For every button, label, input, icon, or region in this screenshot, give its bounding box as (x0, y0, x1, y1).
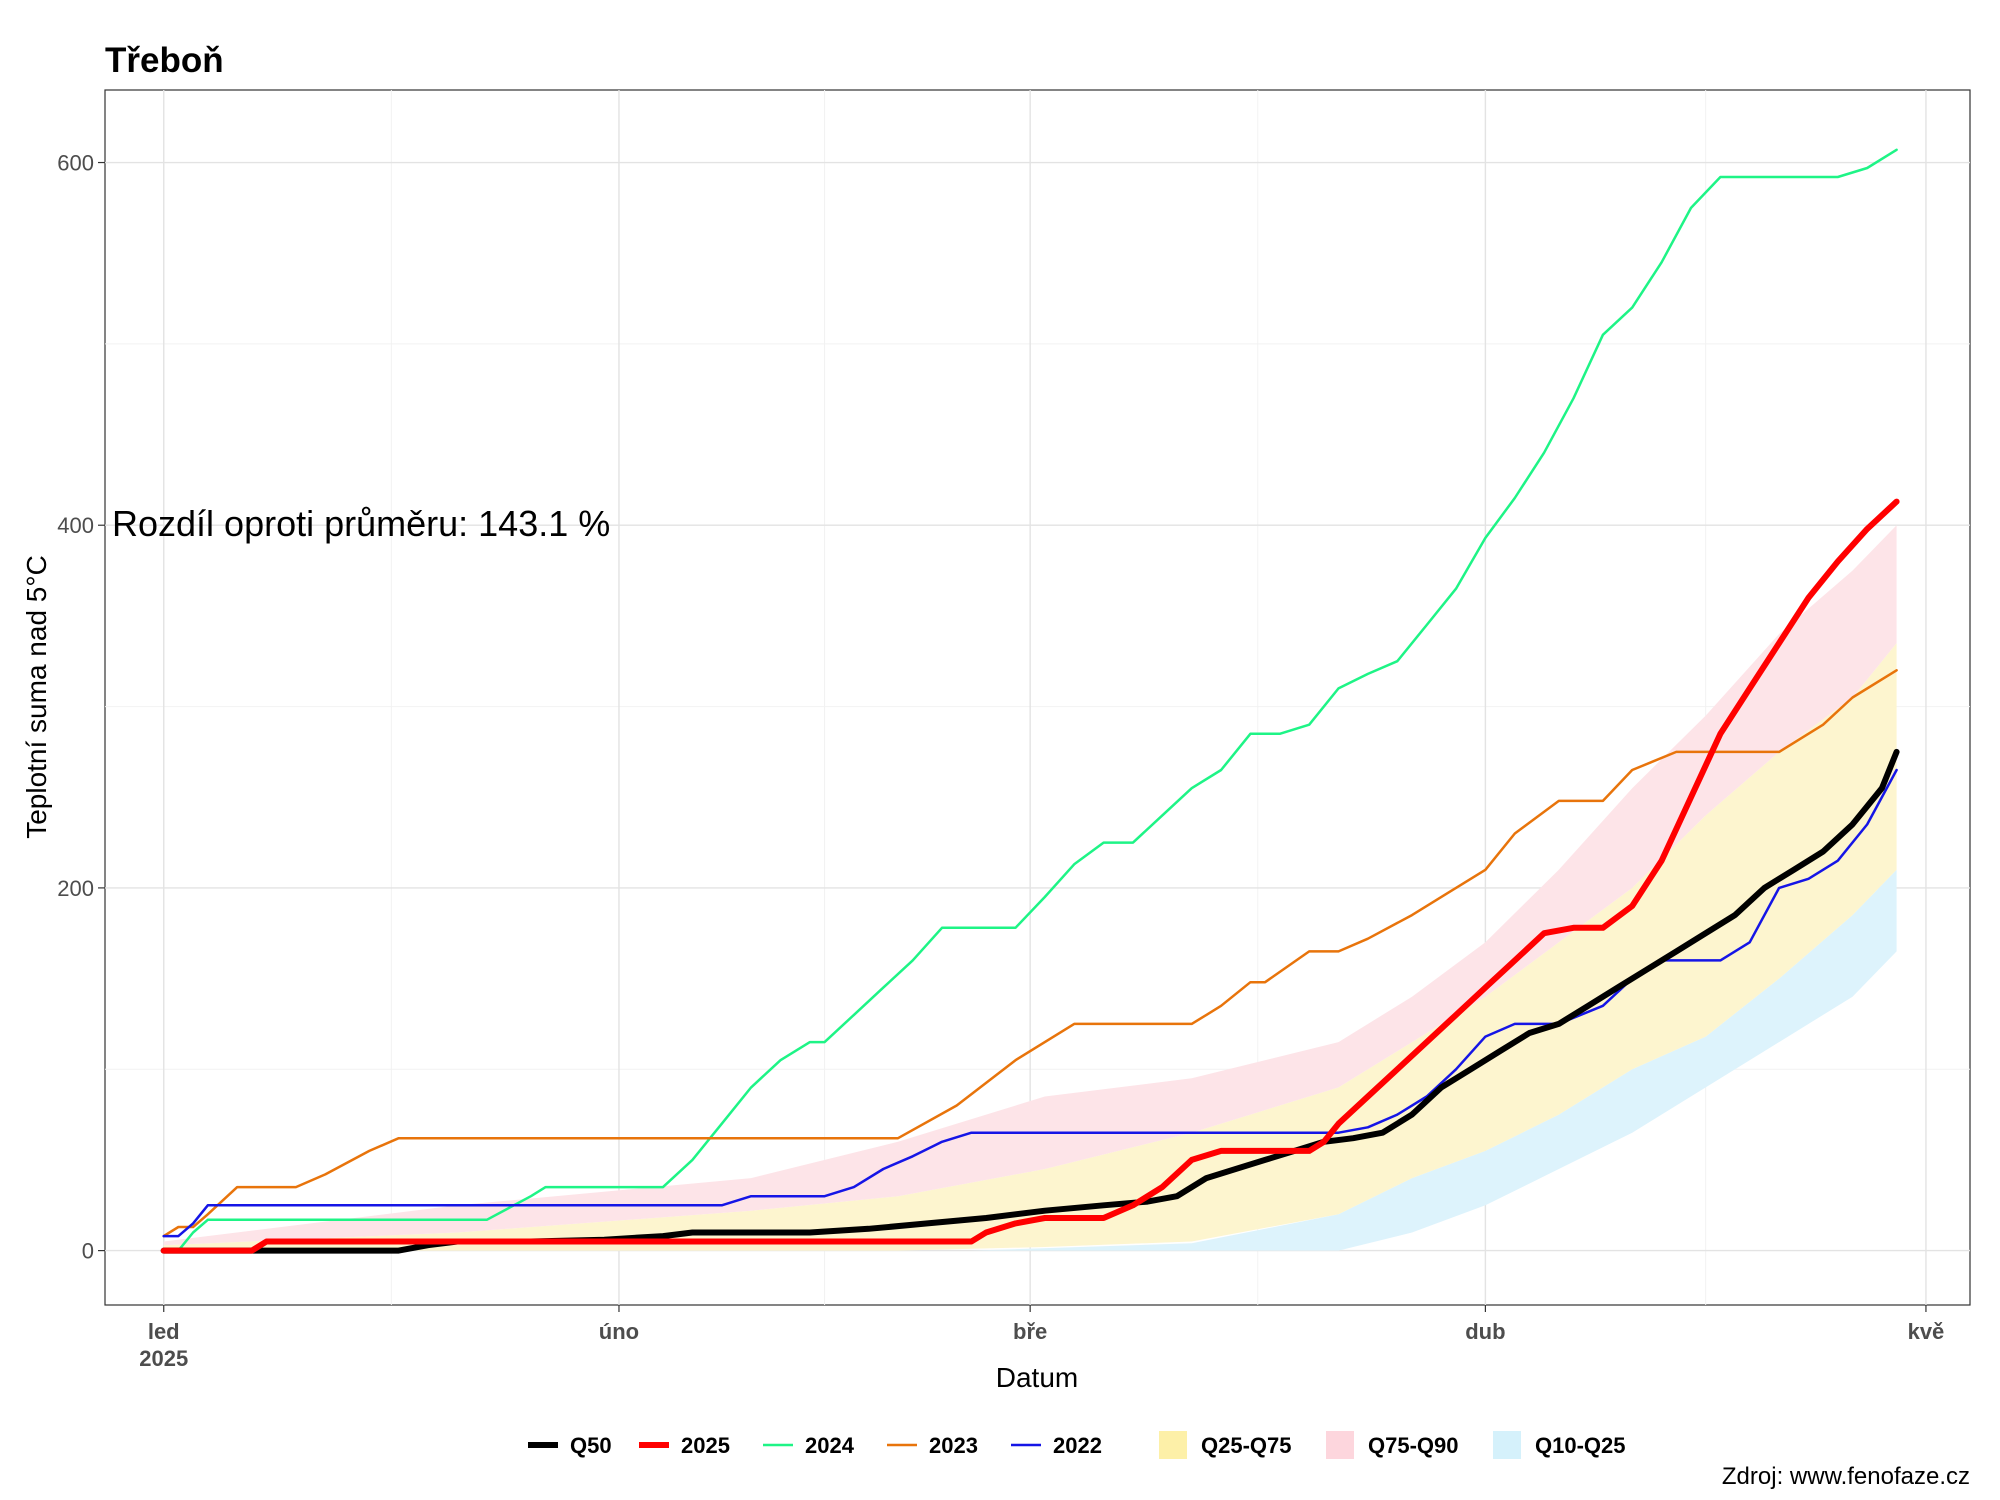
legend-label: 2025 (681, 1433, 730, 1458)
y-tick-label: 200 (57, 876, 94, 901)
legend-label: Q75-Q90 (1368, 1433, 1459, 1458)
x-axis-label: Datum (996, 1362, 1078, 1393)
x-tick-label: bře (1013, 1319, 1047, 1344)
legend-item-2022: 2022 (1011, 1433, 1102, 1458)
y-axis: 0 200 400 600 (57, 151, 105, 1264)
y-tick-label: 600 (57, 151, 94, 176)
x-tick-sublabel: 2025 (139, 1346, 188, 1371)
legend-swatch (1159, 1431, 1187, 1459)
legend-item-2025: 2025 (639, 1433, 730, 1458)
series-line-2024 (162, 148, 1898, 1252)
x-tick-label: úno (599, 1319, 639, 1344)
legend-item-q75-q90: Q75-Q90 (1326, 1431, 1459, 1459)
difference-annotation: Rozdíl oproti průměru: 143.1 % (112, 503, 610, 544)
legend-label: 2024 (805, 1433, 855, 1458)
x-tick-label: dub (1465, 1319, 1505, 1344)
series-line-2025 (160, 498, 1900, 1254)
series-lines (160, 148, 1900, 1254)
series-line-2023 (162, 669, 1898, 1238)
x-tick-label: kvě (1908, 1319, 1945, 1344)
legend-swatch (1493, 1431, 1521, 1459)
legend-label: 2023 (929, 1433, 978, 1458)
legend-item-2023: 2023 (887, 1433, 978, 1458)
legend-label: 2022 (1053, 1433, 1102, 1458)
band-q25-q75 (163, 643, 1897, 1251)
band-q75-q90 (163, 525, 1897, 1246)
series-line-2022 (162, 768, 1898, 1238)
legend-swatch (1326, 1431, 1354, 1459)
legend-label: Q50 (570, 1433, 612, 1458)
chart-title: Třeboň (105, 41, 224, 80)
legend: Q50 2025 2024 2023 2022 Q25-Q75 Q75-Q90 Q10-Q25 (528, 1431, 1626, 1459)
legend-item-q25-q75: Q25-Q75 (1159, 1431, 1292, 1459)
legend-item-q10-q25: Q10-Q25 (1493, 1431, 1626, 1459)
y-tick-label: 0 (82, 1239, 94, 1264)
x-tick-label: led (148, 1319, 180, 1344)
quantile-bands (163, 525, 1897, 1251)
legend-label: Q10-Q25 (1535, 1433, 1626, 1458)
legend-label: Q25-Q75 (1201, 1433, 1292, 1458)
y-axis-label: Teplotní suma nad 5°C (21, 555, 52, 839)
legend-item-2024: 2024 (763, 1433, 855, 1458)
legend-item-q50: Q50 (528, 1433, 612, 1458)
y-tick-label: 400 (57, 513, 94, 538)
source-caption: Zdroj: www.fenofaze.cz (1722, 1463, 1970, 1490)
